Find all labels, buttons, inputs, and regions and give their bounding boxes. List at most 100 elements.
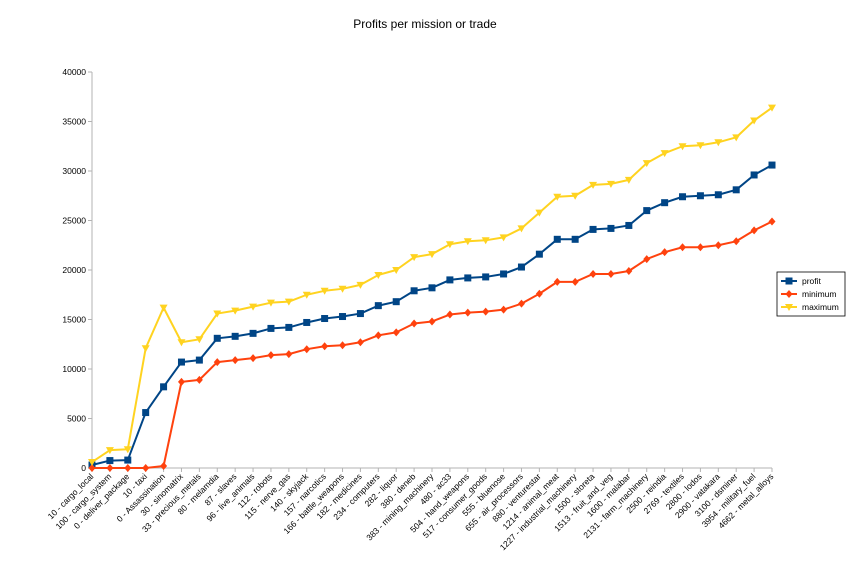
data-point-maximum [768, 104, 776, 112]
data-point-maximum [517, 225, 526, 233]
series-minimum [88, 217, 776, 472]
data-point-minimum [410, 319, 418, 328]
data-point-profit [571, 235, 579, 243]
data-point-maximum [714, 139, 723, 147]
data-point-minimum [285, 350, 293, 359]
data-point-minimum [249, 354, 257, 363]
data-point-profit [392, 298, 400, 306]
data-point-minimum [482, 307, 490, 316]
data-point-minimum [374, 331, 382, 340]
data-point-minimum [142, 464, 150, 472]
data-point-minimum [661, 248, 669, 257]
data-point-minimum [428, 317, 436, 326]
chart-title: Profits per mission or trade [353, 17, 497, 31]
data-point-minimum [267, 351, 275, 360]
y-tick-label: 35000 [62, 117, 86, 127]
data-point-maximum [732, 134, 741, 142]
data-point-minimum [213, 358, 221, 367]
data-point-profit [714, 191, 722, 199]
data-point-profit [464, 274, 472, 282]
data-point-maximum [177, 339, 186, 347]
data-point-profit [410, 287, 418, 295]
data-point-minimum [392, 328, 400, 337]
data-point-maximum [445, 241, 454, 249]
legend-label: minimum [802, 289, 836, 299]
data-point-minimum [643, 255, 651, 264]
y-tick-label: 15000 [62, 315, 86, 325]
data-point-minimum [106, 464, 114, 472]
data-point-profit [517, 263, 525, 271]
data-point-minimum [607, 269, 615, 278]
data-point-maximum [302, 291, 311, 299]
data-point-minimum [321, 342, 329, 351]
data-point-profit [303, 318, 311, 326]
data-point-maximum [553, 193, 562, 201]
series-line-profit [91, 164, 773, 467]
data-point-maximum [571, 192, 580, 200]
data-point-profit [374, 302, 382, 310]
data-point-minimum [517, 299, 525, 308]
data-point-profit [231, 332, 239, 340]
data-point-maximum [231, 307, 240, 315]
data-point-maximum [105, 447, 114, 455]
data-point-profit [607, 224, 615, 232]
data-point-profit [285, 323, 293, 331]
y-tick-label: 20000 [62, 265, 86, 275]
data-point-profit [643, 207, 651, 215]
data-point-maximum [159, 304, 168, 312]
legend-swatch-marker [785, 304, 793, 311]
data-point-minimum [732, 237, 740, 246]
data-point-maximum [356, 281, 365, 289]
data-point-minimum [303, 345, 311, 354]
data-point-minimum [339, 341, 347, 350]
data-point-maximum [642, 160, 651, 168]
axes: 0 5000 10000 15000 20000 25000 30000 35000 40000… [46, 67, 776, 552]
data-point-profit [213, 334, 221, 342]
series-profit [88, 161, 776, 469]
data-point-minimum [88, 464, 96, 472]
data-point-profit [356, 310, 364, 318]
data-point-maximum [750, 117, 759, 125]
data-point-minimum [356, 338, 364, 347]
data-point-minimum [160, 462, 168, 471]
data-point-maximum [195, 336, 204, 344]
data-point-minimum [446, 310, 454, 319]
data-point-profit [500, 270, 508, 278]
data-point-minimum [625, 266, 633, 275]
y-tick-label: 25000 [62, 216, 86, 226]
data-point-profit [446, 276, 454, 284]
data-point-maximum [660, 150, 669, 158]
data-point-profit [339, 313, 347, 321]
data-point-minimum [464, 308, 472, 317]
data-point-maximum [606, 180, 615, 188]
series-layer [88, 104, 776, 472]
data-point-maximum [463, 238, 472, 246]
data-point-maximum [410, 254, 419, 262]
data-point-minimum [231, 356, 239, 365]
legend-swatch-marker [785, 277, 793, 285]
data-point-profit [267, 324, 275, 332]
data-point-maximum [481, 237, 490, 245]
data-point-profit [177, 358, 185, 366]
data-point-maximum [392, 267, 401, 274]
data-point-profit [625, 221, 633, 229]
y-tick-label: 30000 [62, 166, 86, 176]
data-point-minimum [124, 464, 132, 472]
series-maximum [88, 104, 776, 467]
data-point-maximum [320, 287, 329, 295]
data-point-maximum [141, 345, 150, 353]
legend-item-maximum: maximum [781, 302, 839, 312]
data-point-profit [661, 199, 669, 207]
data-point-maximum [213, 310, 222, 318]
data-point-minimum [679, 243, 687, 252]
legend-label: profit [802, 276, 822, 286]
data-point-maximum [266, 299, 275, 307]
data-point-minimum [750, 226, 758, 235]
data-point-maximum [338, 285, 347, 293]
data-point-minimum [768, 217, 776, 226]
data-point-maximum [589, 181, 598, 189]
data-point-profit [750, 171, 758, 179]
data-point-minimum [553, 277, 561, 286]
data-point-profit [321, 315, 329, 323]
data-point-maximum [123, 446, 132, 454]
